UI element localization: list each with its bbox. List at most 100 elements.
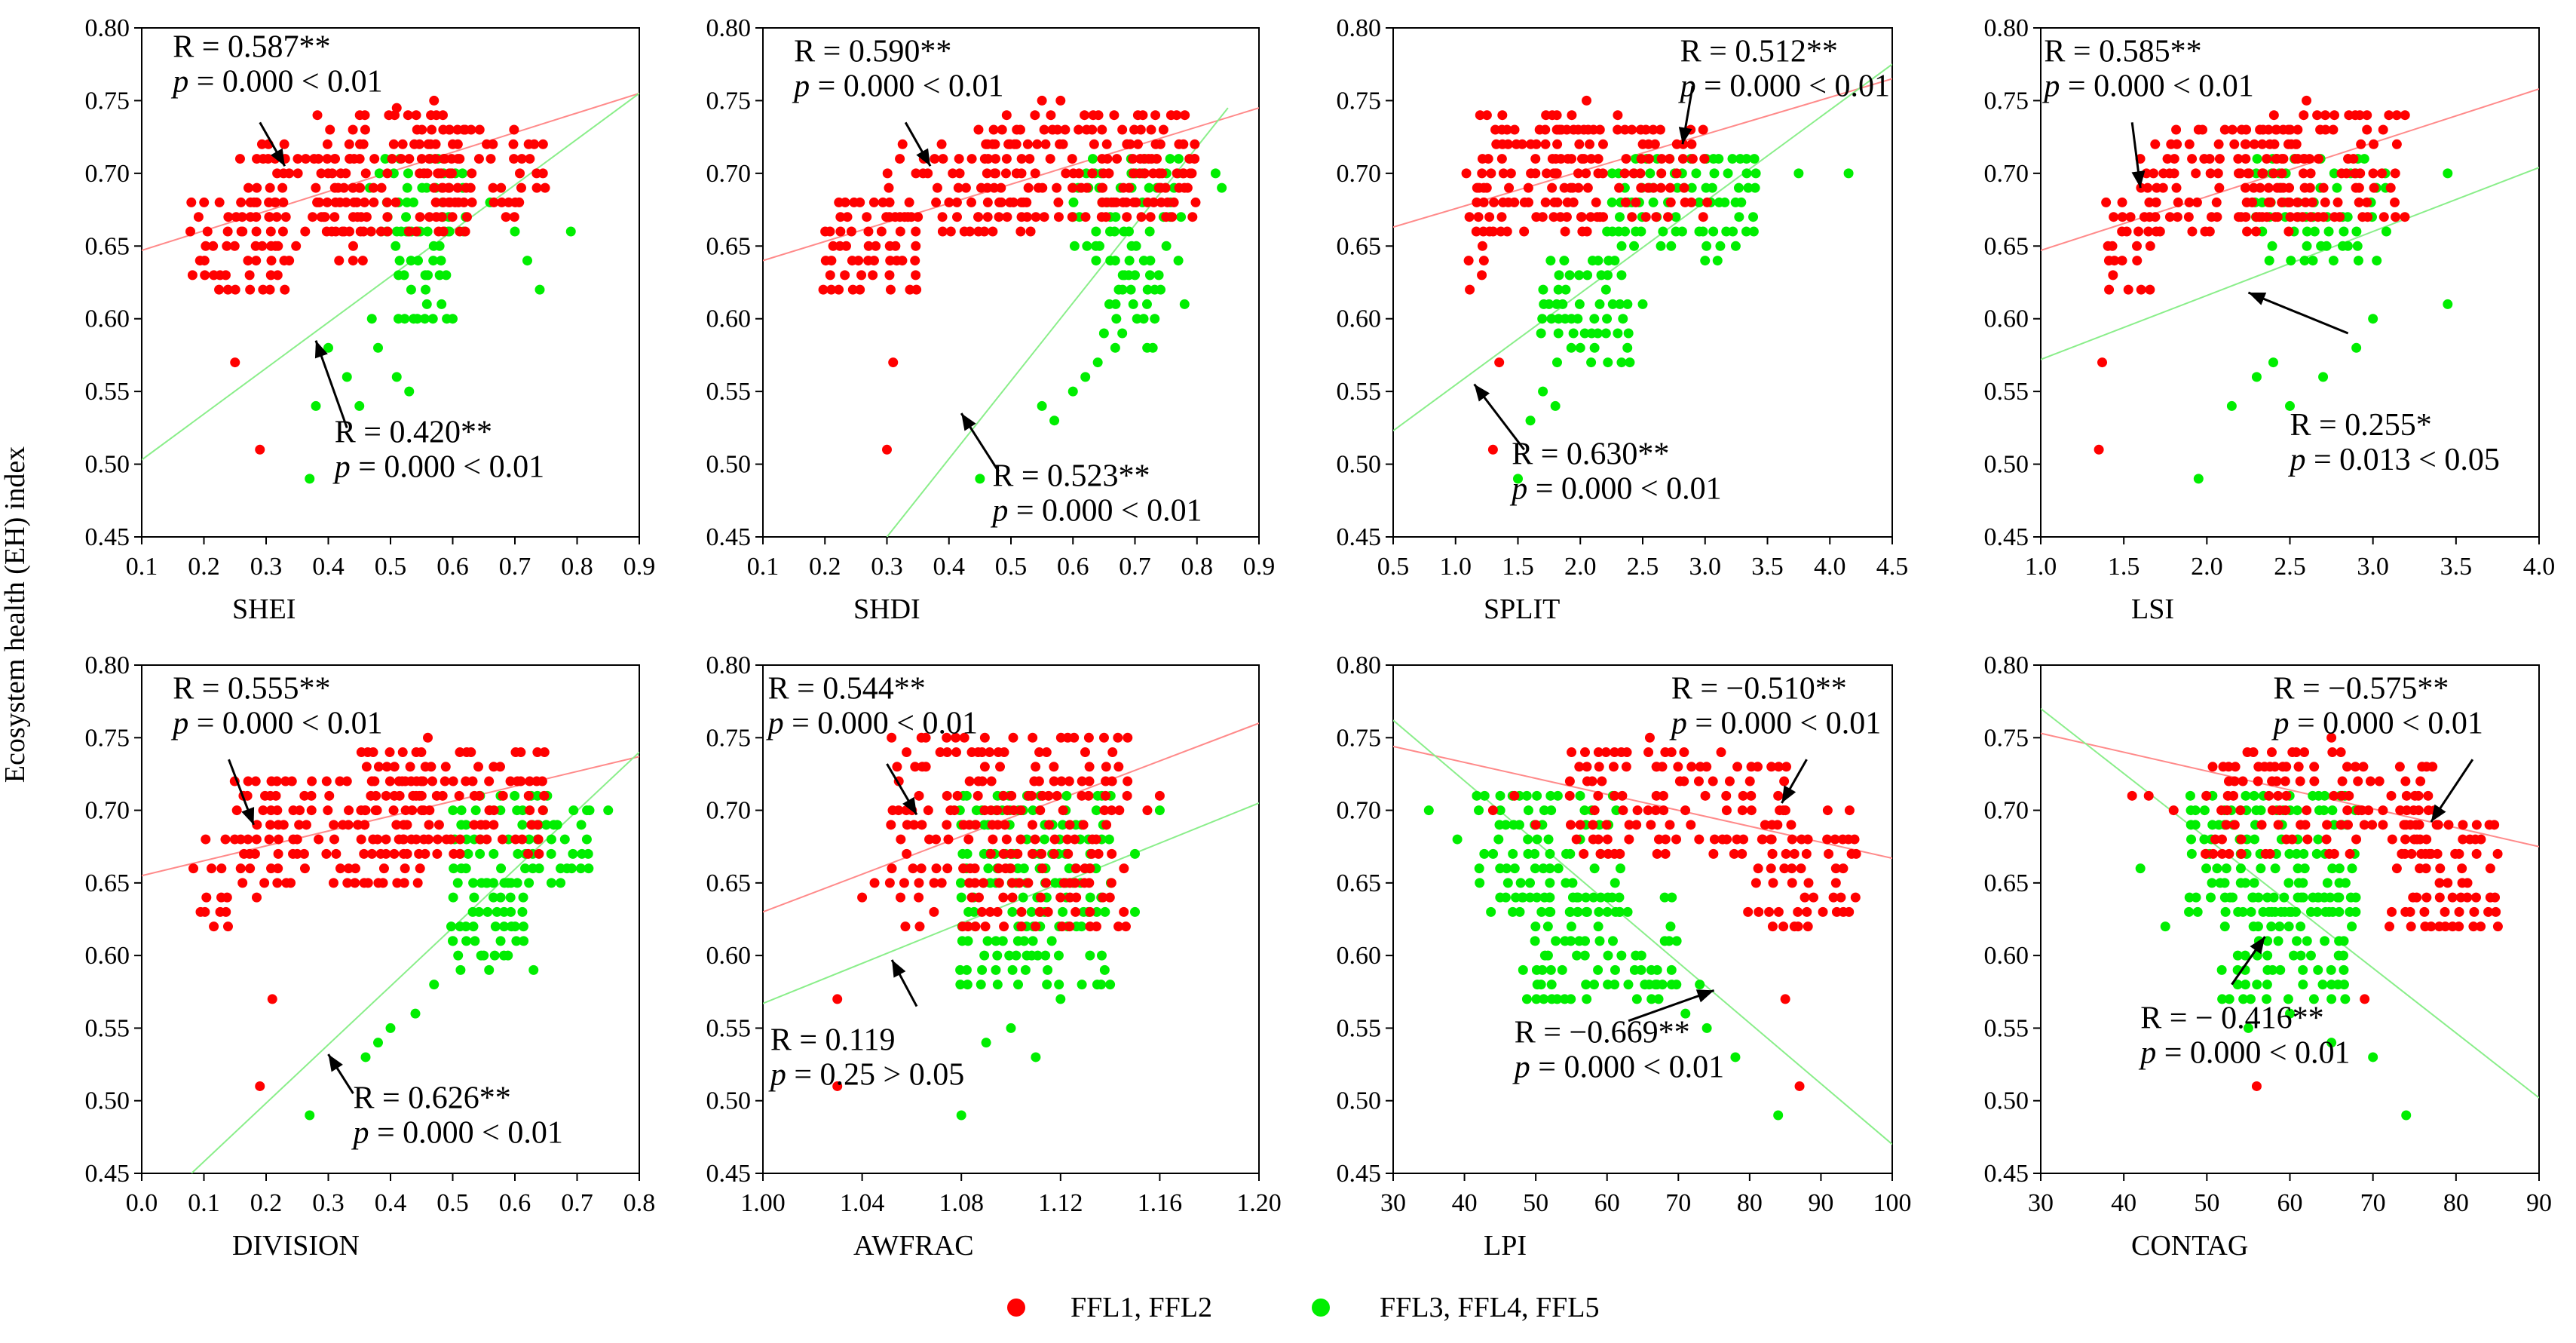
- p-value: = 0.000 < 0.01: [810, 69, 1003, 103]
- data-point-ffl12: [1084, 878, 1095, 888]
- annotation-r: R = −0.575**: [2273, 671, 2449, 706]
- data-point-ffl345: [1748, 226, 1759, 237]
- data-point-ffl12: [1099, 805, 1110, 816]
- data-point-ffl345: [1028, 936, 1038, 946]
- data-point-ffl345: [1532, 790, 1542, 801]
- data-point-ffl12: [1063, 848, 1074, 859]
- data-point-ffl12: [900, 921, 911, 932]
- data-point-ffl12: [318, 212, 329, 222]
- data-point-ffl345: [461, 863, 471, 874]
- data-point-ffl12: [433, 834, 443, 845]
- y-tick-label: 0.50: [1984, 451, 2029, 479]
- data-point-ffl345: [1666, 241, 1677, 251]
- data-point-ffl12: [1030, 110, 1040, 121]
- data-point-ffl12: [1738, 790, 1748, 801]
- data-point-ffl12: [424, 212, 435, 222]
- data-point-ffl12: [1031, 921, 1041, 932]
- x-tick-label: 0.4: [933, 553, 966, 581]
- data-point-ffl345: [1586, 357, 1597, 368]
- data-point-ffl12: [1751, 878, 1761, 888]
- plot-area: [2041, 707, 2539, 1121]
- data-point-ffl345: [1098, 328, 1109, 339]
- data-point-ffl345: [1537, 314, 1548, 324]
- data-point-ffl345: [1700, 256, 1711, 266]
- data-point-ffl345: [1150, 314, 1160, 324]
- data-point-ffl12: [1721, 805, 1732, 816]
- data-point-ffl345: [1580, 936, 1591, 946]
- data-point-ffl345: [1588, 892, 1599, 903]
- data-point-ffl12: [996, 182, 1006, 193]
- data-point-ffl12: [970, 921, 981, 932]
- data-point-ffl12: [351, 197, 362, 207]
- data-point-ffl12: [2492, 848, 2503, 859]
- data-point-ffl12: [1708, 776, 1718, 786]
- data-point-ffl345: [1728, 226, 1738, 237]
- data-point-ffl12: [2378, 805, 2388, 816]
- data-point-ffl12: [2374, 776, 2385, 786]
- data-point-ffl12: [431, 212, 442, 222]
- data-point-ffl12: [2385, 182, 2396, 193]
- fit-line-ffl345: [2041, 707, 2539, 1099]
- data-point-ffl12: [914, 878, 924, 888]
- data-point-ffl12: [2359, 820, 2369, 830]
- data-point-ffl12: [2462, 892, 2473, 903]
- data-point-ffl345: [568, 848, 578, 859]
- data-point-ffl12: [1631, 197, 1641, 207]
- data-point-ffl345: [427, 314, 438, 324]
- data-point-ffl12: [1008, 197, 1018, 207]
- data-point-ffl12: [1768, 878, 1778, 888]
- y-tick-label: 0.55: [706, 378, 752, 406]
- data-point-ffl12: [404, 154, 415, 164]
- data-point-ffl12: [2309, 776, 2320, 786]
- data-point-ffl12: [2321, 834, 2332, 845]
- data-point-ffl12: [342, 878, 353, 888]
- data-point-ffl12: [2471, 820, 2482, 830]
- data-point-ffl345: [2372, 256, 2382, 266]
- data-point-ffl12: [2400, 834, 2411, 845]
- data-point-ffl12: [893, 805, 904, 816]
- data-point-ffl345: [374, 168, 384, 179]
- data-point-ffl12: [249, 197, 259, 207]
- data-point-ffl12: [2223, 762, 2234, 772]
- data-point-ffl12: [832, 1081, 843, 1091]
- data-point-ffl12: [1113, 921, 1124, 932]
- data-point-ffl12: [1043, 906, 1053, 917]
- data-point-ffl345: [1545, 892, 1555, 903]
- data-point-ffl12: [1037, 95, 1047, 106]
- data-point-ffl12: [857, 892, 868, 903]
- annotation-arrowhead: [271, 148, 285, 167]
- data-point-ffl345: [1091, 226, 1101, 237]
- data-point-ffl345: [1677, 226, 1687, 237]
- data-point-ffl12: [474, 790, 485, 801]
- data-point-ffl12: [455, 834, 465, 845]
- data-point-ffl345: [2238, 994, 2249, 1004]
- data-point-ffl12: [1830, 878, 1841, 888]
- data-point-ffl12: [1709, 834, 1720, 845]
- panel-split: 0.450.500.550.600.650.700.750.800.5 1.0 1.…: [1337, 14, 1909, 625]
- data-point-ffl12: [497, 834, 507, 845]
- data-point-ffl12: [1123, 732, 1133, 743]
- data-point-ffl345: [1558, 299, 1568, 309]
- data-point-ffl12: [368, 182, 378, 193]
- data-point-ffl12: [1542, 168, 1552, 179]
- data-point-ffl12: [186, 197, 197, 207]
- data-point-ffl12: [1101, 139, 1112, 149]
- data-point-ffl345: [2296, 921, 2306, 932]
- data-point-ffl12: [1686, 820, 1696, 830]
- data-point-ffl345: [2232, 950, 2243, 961]
- data-point-ffl12: [1001, 110, 1012, 121]
- data-point-ffl345: [2217, 994, 2228, 1004]
- y-tick-label: 0.75: [85, 87, 130, 115]
- data-point-ffl12: [2440, 921, 2451, 932]
- plot-frame: [762, 664, 1260, 1174]
- data-point-ffl12: [1007, 892, 1018, 903]
- data-point-ffl345: [1077, 980, 1087, 990]
- data-point-ffl12: [1643, 154, 1654, 164]
- data-point-ffl12: [209, 921, 219, 932]
- data-point-ffl12: [2390, 197, 2400, 207]
- data-point-ffl12: [2354, 110, 2365, 121]
- data-point-ffl12: [1540, 197, 1551, 207]
- data-point-ffl12: [2219, 124, 2230, 135]
- annotation-p: p = 0.000 < 0.01: [792, 69, 1003, 103]
- data-point-ffl12: [890, 241, 901, 251]
